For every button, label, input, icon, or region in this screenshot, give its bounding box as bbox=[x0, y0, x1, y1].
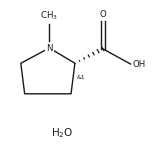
Text: O: O bbox=[99, 10, 106, 19]
Text: N: N bbox=[46, 43, 53, 53]
Text: CH$_3$: CH$_3$ bbox=[40, 10, 58, 22]
Text: H$_2$O: H$_2$O bbox=[51, 126, 74, 140]
Text: &1: &1 bbox=[76, 75, 85, 80]
Text: OH: OH bbox=[132, 60, 145, 69]
